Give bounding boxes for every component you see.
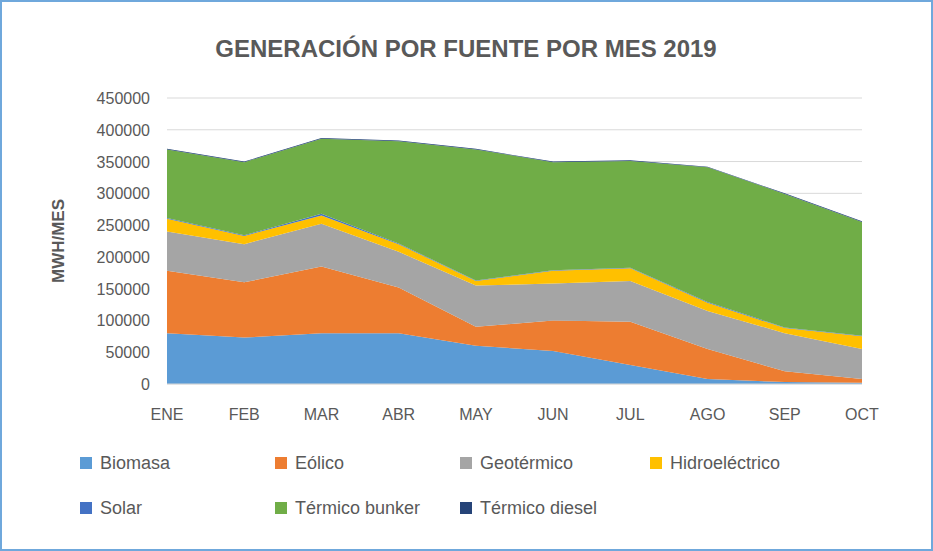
legend-label: Biomasa: [100, 453, 171, 473]
x-axis-line: [167, 384, 862, 385]
legend-label: Eólico: [295, 453, 344, 473]
y-tick-label: 450000: [97, 90, 150, 107]
area: [167, 139, 862, 336]
y-tick-label: 200000: [97, 249, 150, 266]
legend-label: Solar: [100, 498, 142, 518]
legend-label: Térmico diesel: [480, 498, 597, 518]
legend-swatch: [460, 502, 472, 514]
x-tick-label: FEB: [229, 406, 260, 423]
legend-swatch: [80, 502, 92, 514]
y-tick-label: 100000: [97, 312, 150, 329]
y-axis-label: MWH/MES: [49, 199, 68, 283]
grid-line: [167, 129, 862, 130]
area: [167, 138, 862, 222]
legend-swatch: [275, 457, 287, 469]
x-tick-label: ENE: [151, 406, 184, 423]
title: GENERACIÓN POR FUENTE POR MES 2019: [215, 35, 716, 62]
plot-area: [167, 138, 862, 384]
chart: GENERACIÓN POR FUENTE POR MES 2019 MWH/ME…: [0, 0, 933, 551]
x-tick-label: OCT: [845, 406, 879, 423]
chart-border: [1, 1, 932, 550]
legend-swatch: [275, 502, 287, 514]
legend-label: Hidroeléctrico: [670, 453, 780, 473]
legend-swatch: [460, 457, 472, 469]
y-tick-label: 0: [141, 376, 150, 393]
legend-label: Térmico bunker: [295, 498, 420, 518]
legend-label: Geotérmico: [480, 453, 573, 473]
y-tick-label: 150000: [97, 281, 150, 298]
legend-swatch: [80, 457, 92, 469]
grid-line: [167, 98, 862, 99]
x-tick-label: ABR: [382, 406, 415, 423]
legend-swatch: [650, 457, 662, 469]
x-tick-label: SEP: [769, 406, 801, 423]
x-tick-label: JUL: [616, 406, 645, 423]
x-tick-label: AGO: [690, 406, 726, 423]
grid-line: [167, 384, 862, 385]
x-tick-label: MAR: [304, 406, 340, 423]
x-tick-label: JUN: [538, 406, 569, 423]
x-tick-label: MAY: [459, 406, 493, 423]
y-tick-label: 400000: [97, 122, 150, 139]
y-tick-label: 50000: [106, 344, 151, 361]
y-tick-label: 250000: [97, 217, 150, 234]
y-tick-label: 350000: [97, 154, 150, 171]
y-tick-label: 300000: [97, 185, 150, 202]
